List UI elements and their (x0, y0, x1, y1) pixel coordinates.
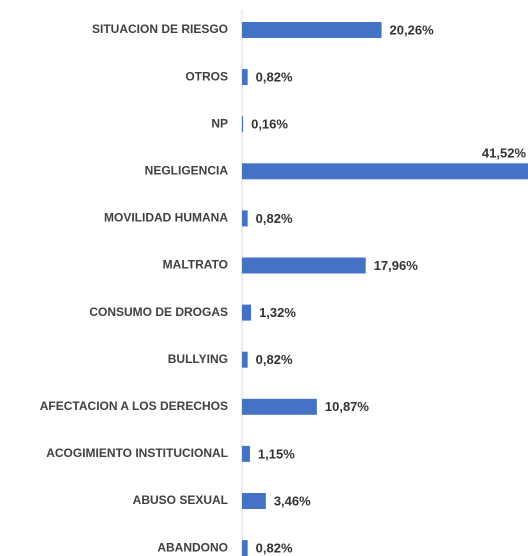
bar (242, 398, 317, 415)
category-label: CONSUMO DE DROGAS (89, 305, 228, 319)
bar (242, 493, 266, 509)
category-label: ACOGIMIENTO INSTITUCIONAL (46, 446, 228, 460)
category-label: NP (211, 116, 228, 130)
bar (242, 445, 250, 462)
value-label: 0,82% (256, 352, 293, 367)
category-label: BULLYING (168, 352, 228, 366)
value-label: 3,46% (274, 493, 311, 508)
category-label: MALTRATO (163, 258, 228, 272)
bar (242, 69, 248, 86)
category-label: NEGLIGENCIA (145, 163, 229, 177)
bar (242, 540, 248, 556)
bar (242, 22, 382, 38)
category-label: OTROS (185, 69, 228, 83)
value-label: 0,82% (256, 211, 293, 226)
value-label: 0,82% (256, 541, 293, 556)
value-label: 41,52% (482, 146, 527, 161)
bar (242, 351, 248, 368)
category-label: SITUACION DE RIESGO (92, 22, 228, 36)
value-label: 17,96% (374, 258, 419, 273)
bar (242, 210, 248, 227)
category-label: ABANDONO (157, 540, 228, 554)
value-label: 10,87% (325, 399, 370, 414)
category-label: AFECTACION A LOS DERECHOS (40, 399, 228, 413)
category-label: ABUSO SEXUAL (133, 493, 228, 507)
value-label: 1,32% (259, 305, 296, 320)
bar (242, 257, 366, 274)
value-label: 0,82% (256, 70, 293, 85)
bar (242, 163, 528, 180)
value-label: 1,15% (258, 446, 295, 461)
category-label: MOVILIDAD HUMANA (104, 211, 228, 225)
bar (242, 116, 244, 133)
value-label: 20,26% (390, 22, 435, 37)
value-label: 0,16% (251, 117, 288, 132)
bar (242, 304, 252, 321)
